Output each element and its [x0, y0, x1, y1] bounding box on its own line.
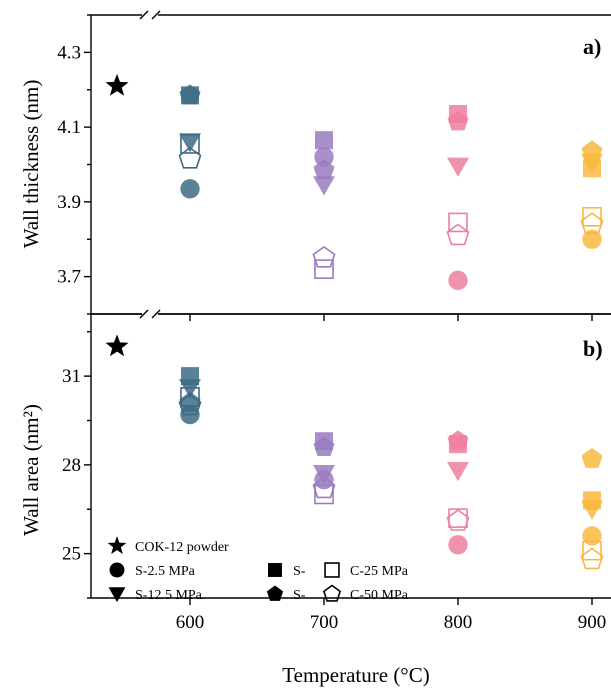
legend-label: S- [293, 564, 306, 579]
y-axis-title-b: Wall area (nm²) [19, 404, 43, 536]
legend-label: COK-12 powder [135, 540, 229, 555]
legend-label: C-50 MPa [350, 588, 409, 603]
legend-square-marker [268, 563, 282, 577]
legend-label: S- [293, 588, 306, 603]
panel-b-reference-point [105, 334, 129, 357]
panel-a-points [178, 84, 604, 291]
legend-label: S-12.5 MPa [135, 588, 203, 603]
panel-b-y-tick-label: 31 [62, 366, 81, 387]
legend-entry: COK-12 powder [107, 536, 229, 555]
panel-a-point-900-pentagon-open [580, 212, 604, 234]
legend-entry: C-50 MPa [322, 584, 409, 603]
panel-a-point-700-square [314, 131, 334, 150]
panel-a-point-600-circle [180, 179, 200, 199]
legend-circle-marker [109, 562, 125, 578]
panel-b-point-600-square-open [180, 387, 200, 407]
panel-b-point-900-square-open [582, 540, 602, 561]
panel-a-point-700-pentagon [313, 159, 335, 179]
panel-b-y-tick-label: 25 [62, 544, 81, 565]
x-tick-label: 900 [578, 612, 607, 633]
panel-a-point-800-circle [448, 270, 468, 291]
panel-a-point-700-square-open [314, 259, 334, 279]
legend: COK-12 powder S-2.5 MPa S-12.5 MPa S- S- C-25… [107, 536, 409, 603]
panel-a-point-900-square-open [582, 207, 602, 227]
axes-layer: 3.7 3.9 4.1 4.3 25 28 31 600 700 800 900 [57, 10, 611, 633]
marks-layer [105, 73, 604, 570]
panel-a-y-tick-label: 4.3 [57, 42, 81, 63]
panel-a-point-600-pentagon [179, 84, 201, 105]
panel-b-point-700-pentagon [313, 436, 335, 456]
legend-entry: C-25 MPa [324, 562, 409, 579]
panel-a-reference-point [105, 73, 129, 96]
panel-a-point-900-pentagon [581, 140, 603, 161]
legend-entry: S- [268, 563, 306, 579]
panel-b-axis-break-right [151, 309, 161, 319]
legend-entry: S- [266, 585, 306, 603]
panel-b-point-700-triangle-down [313, 464, 335, 485]
legend-star-marker [107, 536, 127, 554]
panel-b-point-700-pentagon-open [312, 476, 336, 499]
panel-a-point-700-pentagon-open [312, 245, 336, 268]
legend-square-open-marker [324, 562, 340, 578]
panel-b-points [178, 367, 604, 570]
panel-a-axis-break-gap [142, 11, 158, 19]
panel-b-point-900-square [582, 491, 602, 510]
y-axis-title-a: Wall thickness (nm) [19, 80, 43, 249]
panel-b-point-900-pentagon [581, 448, 603, 468]
legend-pentagon-marker [266, 585, 284, 601]
panel-a-point-900-square [582, 159, 602, 178]
panel-a-point-700-circle [314, 147, 334, 167]
x-tick-label: 600 [176, 612, 205, 633]
panel-a-y-tick-label: 3.7 [57, 267, 81, 288]
panel-a-label: a) [583, 34, 601, 59]
panel-a-y-tick-label: 3.9 [57, 192, 81, 213]
panel-b-point-600-pentagon-open [178, 393, 202, 416]
legend-label: C-25 MPa [350, 564, 409, 579]
panel-a-point-800-pentagon-open [446, 223, 470, 246]
panel-b-y-tick-label: 28 [62, 455, 81, 476]
panel-b-axis-break-left [139, 309, 149, 319]
panel-b-point-800-square-open [448, 508, 468, 528]
panel-b-axis-break-gap [142, 310, 158, 318]
x-tick-label: 700 [310, 612, 339, 633]
y-axis-title-a-group: Wall thickness (nm) [19, 80, 43, 249]
panel-a-axis-break [139, 10, 161, 20]
x-tick-label: 800 [444, 612, 473, 633]
panel-b-point-800-circle [448, 535, 468, 555]
panel-a-axis-break-left [139, 10, 149, 20]
y-axis-title-b-group: Wall area (nm²) [19, 404, 43, 536]
panel-b-point-700-square-open [314, 484, 334, 505]
panel-a-point-600-pentagon-open [178, 146, 202, 169]
panel-b-label: b) [583, 336, 603, 361]
legend-entry: S-12.5 MPa [108, 587, 203, 603]
legend-label: S-2.5 MPa [135, 564, 196, 579]
panel-a-point-800-square-open [448, 212, 468, 233]
panel-a-point-800-triangle-down [447, 157, 469, 177]
panel-b-point-900-pentagon-open [580, 547, 604, 570]
panel-b-point-900-circle [582, 526, 602, 546]
panel-b-point-600-square [180, 367, 200, 386]
panel-a-point-700-triangle-down [313, 176, 335, 196]
panel-b-point-800-pentagon [447, 430, 469, 451]
legend-pentagon-open-marker [322, 584, 342, 602]
panel-a-axis-break-right [151, 10, 161, 20]
panel-a-y-tick-label: 4.1 [57, 117, 81, 138]
panel-b-point-800-triangle-down [447, 461, 469, 482]
x-axis-title: Temperature (°C) [282, 663, 429, 687]
panel-b-axis-break [139, 309, 161, 319]
legend-entry: S-2.5 MPa [109, 562, 196, 579]
panel-a-point-800-pentagon [447, 110, 469, 131]
legend-triangle-down-marker [108, 587, 126, 603]
panel-a-point-900-circle [582, 229, 602, 249]
panel-a-point-600-triangle-down [179, 133, 201, 153]
panel-b-point-800-pentagon-open [446, 509, 470, 531]
panel-a-point-600-square-open [180, 134, 200, 154]
